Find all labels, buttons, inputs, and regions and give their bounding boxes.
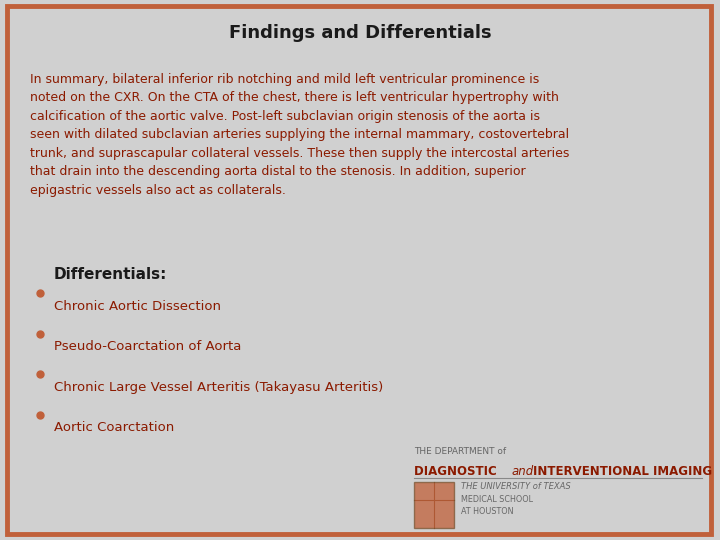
- Text: Differentials:: Differentials:: [54, 267, 167, 282]
- FancyBboxPatch shape: [7, 6, 711, 534]
- Text: AT HOUSTON: AT HOUSTON: [461, 507, 513, 516]
- Text: In summary, bilateral inferior rib notching and mild left ventricular prominence: In summary, bilateral inferior rib notch…: [30, 73, 570, 197]
- Text: Findings and Differentials: Findings and Differentials: [229, 24, 491, 42]
- Text: and: and: [511, 465, 534, 478]
- Text: Pseudo-Coarctation of Aorta: Pseudo-Coarctation of Aorta: [54, 340, 241, 353]
- FancyBboxPatch shape: [414, 482, 454, 528]
- Text: Chronic Large Vessel Arteritis (Takayasu Arteritis): Chronic Large Vessel Arteritis (Takayasu…: [54, 381, 383, 394]
- Text: Chronic Aortic Dissection: Chronic Aortic Dissection: [54, 300, 221, 313]
- Text: DIAGNOSTIC: DIAGNOSTIC: [414, 465, 501, 478]
- Text: MEDICAL SCHOOL: MEDICAL SCHOOL: [461, 495, 533, 504]
- Text: THE DEPARTMENT of: THE DEPARTMENT of: [414, 447, 506, 456]
- Text: Aortic Coarctation: Aortic Coarctation: [54, 421, 174, 434]
- Text: INTERVENTIONAL IMAGING: INTERVENTIONAL IMAGING: [533, 465, 712, 478]
- Text: THE UNIVERSITY of TEXAS: THE UNIVERSITY of TEXAS: [461, 482, 570, 491]
